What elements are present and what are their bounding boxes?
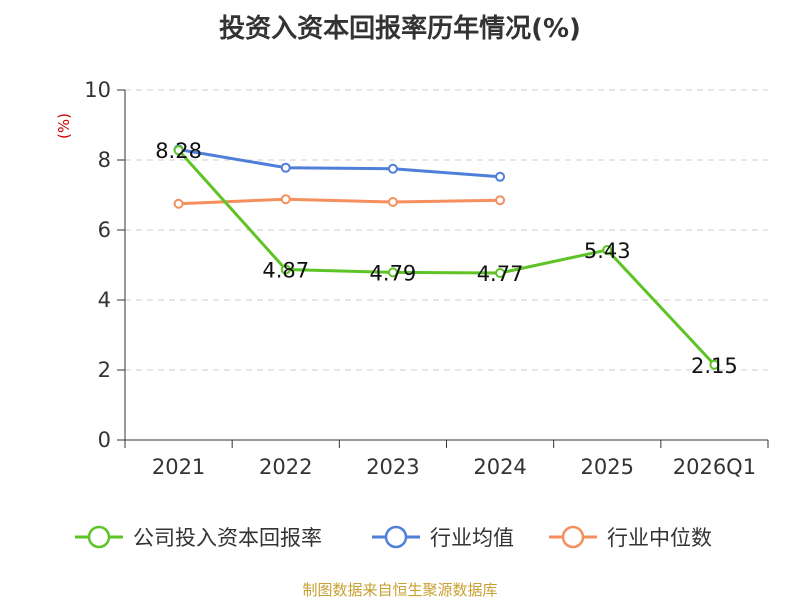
- data-point-company: [495, 268, 506, 279]
- x-tick-label: 2024: [473, 455, 526, 479]
- data-point-industry_avg: [387, 163, 398, 174]
- legend-label: 行业均值: [430, 526, 514, 550]
- y-axis-unit-label: (%): [55, 113, 73, 139]
- x-tick-label: 2026Q1: [673, 455, 756, 479]
- data-label: 2.15: [691, 354, 738, 378]
- data-point-industry_median: [173, 198, 184, 209]
- legend-swatch-marker: [384, 525, 408, 549]
- y-tick-label: 4: [98, 288, 111, 312]
- data-point-company: [173, 145, 184, 156]
- x-tick-label: 2025: [581, 455, 634, 479]
- y-tick-label: 10: [84, 78, 111, 102]
- axis-layer: 0 2 4 6 8 10 2021 2022 2023 2024 2025 2026Q1: [84, 78, 769, 479]
- grid-layer: [125, 89, 768, 371]
- data-point-company: [387, 267, 398, 278]
- series-line-industry_avg: [178, 148, 501, 179]
- data-label: 4.77: [477, 262, 524, 286]
- data-label: 4.79: [370, 261, 417, 285]
- legend-label: 公司投入资本回报率: [133, 526, 322, 550]
- legend-label: 行业中位数: [607, 526, 712, 550]
- legend-item-industry_avg: 行业均值: [372, 525, 514, 550]
- data-point-company: [602, 244, 613, 255]
- legend-item-industry_median: 行业中位数: [549, 525, 712, 550]
- label-layer: 8.28 4.87 4.79 4.77 5.43 2.15: [155, 139, 738, 378]
- data-label: 5.43: [584, 239, 631, 263]
- y-tick-label: 8: [98, 148, 111, 172]
- data-point-industry_median: [280, 194, 291, 205]
- x-tick-label: 2021: [152, 455, 205, 479]
- data-point-industry_avg: [495, 171, 506, 182]
- series-line-company: [177, 149, 716, 366]
- data-label: 4.87: [262, 259, 309, 283]
- y-tick-label: 0: [98, 428, 111, 452]
- x-tick-label: 2023: [366, 455, 419, 479]
- y-tick-label: 2: [98, 358, 111, 382]
- x-tick-label: 2022: [259, 455, 312, 479]
- data-point-industry_median: [387, 197, 398, 207]
- series-layer: [173, 144, 720, 370]
- data-point-industry_median: [495, 195, 506, 206]
- legend-swatch-marker: [87, 525, 111, 549]
- data-label: 8.28: [155, 139, 202, 163]
- data-point-company: [280, 264, 291, 275]
- source-note: 制图数据来自恒生聚源数据库: [302, 581, 498, 599]
- legend: 公司投入资本回报率 行业均值 行业中位数: [75, 525, 712, 550]
- series-line-industry_median: [178, 197, 501, 206]
- legend-swatch-marker: [561, 525, 585, 549]
- legend-item-company: 公司投入资本回报率: [75, 525, 322, 550]
- data-point-company: [709, 359, 720, 370]
- data-point-industry_avg: [280, 162, 291, 173]
- y-tick-label: 6: [98, 218, 111, 242]
- chart-title: 投资入资本回报率历年情况(%): [219, 14, 581, 44]
